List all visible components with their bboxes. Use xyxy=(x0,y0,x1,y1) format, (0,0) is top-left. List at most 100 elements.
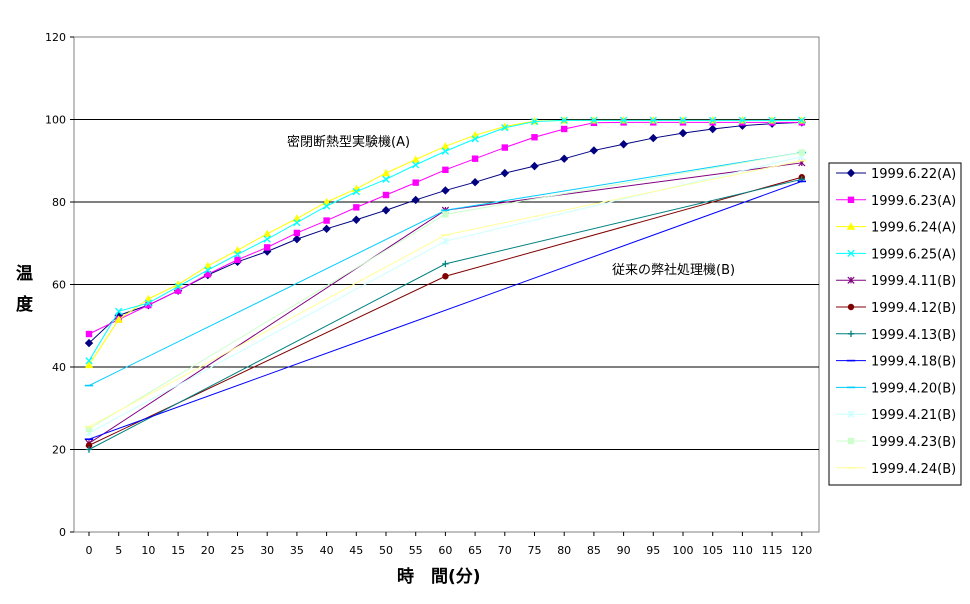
data-point xyxy=(263,229,272,237)
x-tick-label: 50 xyxy=(379,544,393,557)
legend-item: 1999.4.24(B) xyxy=(836,462,956,477)
data-point xyxy=(738,116,747,124)
legend-item: 1999.6.23(A) xyxy=(836,194,956,209)
data-point xyxy=(590,116,598,124)
y-axis: 0 20 40 60 80 100 120 xyxy=(45,31,74,539)
y-tick-label: 120 xyxy=(45,31,66,44)
data-point xyxy=(679,116,687,124)
data-point xyxy=(381,168,391,177)
x-tick-label: 80 xyxy=(557,544,571,557)
legend-label: 1999.4.13(B) xyxy=(871,328,956,343)
data-point xyxy=(382,175,390,183)
x-tick-label: 25 xyxy=(231,544,245,557)
x-tick-label: 40 xyxy=(320,544,334,557)
data-point xyxy=(411,195,420,205)
data-point xyxy=(708,124,717,134)
gridlines xyxy=(74,119,819,450)
legend-label: 1999.4.11(B) xyxy=(871,274,956,289)
data-point xyxy=(382,191,390,199)
data-point xyxy=(471,135,479,143)
series-line xyxy=(88,180,802,440)
series-1999.6.25(A) xyxy=(85,116,806,365)
legend: 1999.6.22(A) 1999.6.23(A) 1999.6.24(A) 1999… xyxy=(836,167,956,477)
data-point xyxy=(531,134,538,141)
data-point xyxy=(145,301,152,309)
data-point xyxy=(561,125,568,133)
series-group xyxy=(84,116,806,453)
data-point xyxy=(846,222,856,230)
legend-box xyxy=(828,162,962,486)
data-point xyxy=(501,144,508,151)
data-point xyxy=(293,229,301,237)
data-point xyxy=(412,161,420,169)
data-point xyxy=(560,116,568,124)
legend-item: 1999.4.12(B) xyxy=(836,301,956,316)
data-point xyxy=(381,206,391,215)
data-point xyxy=(500,122,509,130)
x-tick-label: 75 xyxy=(528,544,542,557)
legend-item: 1999.6.22(A) xyxy=(836,167,956,182)
x-tick-label: 0 xyxy=(86,544,93,557)
data-point xyxy=(619,116,628,124)
x-tick-label: 55 xyxy=(409,544,423,557)
data-point xyxy=(174,287,182,294)
annotation-b: 従来の弊社処理機(B) xyxy=(612,262,735,278)
legend-item: 1999.4.18(B) xyxy=(836,355,956,370)
data-point xyxy=(322,202,331,210)
y-tick-label: 80 xyxy=(52,196,66,209)
y-tick-label: 20 xyxy=(52,444,66,457)
data-point xyxy=(204,266,212,274)
x-tick-label: 35 xyxy=(290,544,304,557)
annotation-a: 密閉断熱型実験機(A) xyxy=(287,134,410,150)
y-axis-title: 温度 xyxy=(12,264,33,326)
data-point xyxy=(530,117,539,126)
x-tick-label: 115 xyxy=(762,544,783,557)
data-point xyxy=(649,133,658,143)
data-point xyxy=(441,237,450,245)
legend-label: 1999.4.21(B) xyxy=(871,408,956,423)
data-point xyxy=(798,116,806,124)
data-point xyxy=(442,260,449,268)
data-point xyxy=(847,410,855,418)
x-tick-label: 30 xyxy=(260,544,274,557)
data-point xyxy=(441,142,450,150)
legend-label: 1999.6.22(A) xyxy=(871,167,956,182)
x-tick-label: 20 xyxy=(201,544,215,557)
data-point xyxy=(115,307,123,315)
data-point xyxy=(501,124,509,132)
legend-item: 1999.6.25(A) xyxy=(836,247,956,262)
data-point xyxy=(174,282,182,291)
data-point xyxy=(589,146,599,155)
data-point xyxy=(144,299,153,307)
y-tick-label: 60 xyxy=(52,279,66,292)
y-tick-label: 0 xyxy=(59,526,66,539)
x-tick-label: 95 xyxy=(646,544,660,557)
legend-item: 1999.4.21(B) xyxy=(836,408,956,423)
data-point xyxy=(352,188,360,196)
data-point xyxy=(441,147,450,155)
data-point xyxy=(412,179,419,186)
data-point xyxy=(292,234,302,244)
series-1999.4.24(B) xyxy=(84,159,806,428)
data-point xyxy=(263,235,271,243)
data-point xyxy=(847,330,855,337)
data-point xyxy=(678,128,688,138)
x-tick-label: 105 xyxy=(702,544,723,557)
data-point xyxy=(470,178,480,187)
data-point xyxy=(323,217,330,224)
x-tick-label: 5 xyxy=(115,544,122,557)
x-tick-label: 15 xyxy=(171,544,185,557)
data-point xyxy=(352,215,361,224)
data-point xyxy=(442,166,449,174)
legend-label: 1999.4.18(B) xyxy=(871,355,956,370)
x-tick-label: 45 xyxy=(349,544,363,557)
data-point xyxy=(847,303,855,311)
y-tick-label: 100 xyxy=(45,114,66,127)
x-tick-label: 100 xyxy=(673,544,694,557)
data-point xyxy=(471,155,479,162)
data-point xyxy=(847,249,855,258)
x-axis: 0 5 10 15 20 25 30 35 40 45 50 55 60 65 70 75 80 85 90 95 10… xyxy=(86,532,812,557)
data-point xyxy=(114,315,123,323)
data-point xyxy=(798,149,805,156)
data-point xyxy=(500,168,509,178)
